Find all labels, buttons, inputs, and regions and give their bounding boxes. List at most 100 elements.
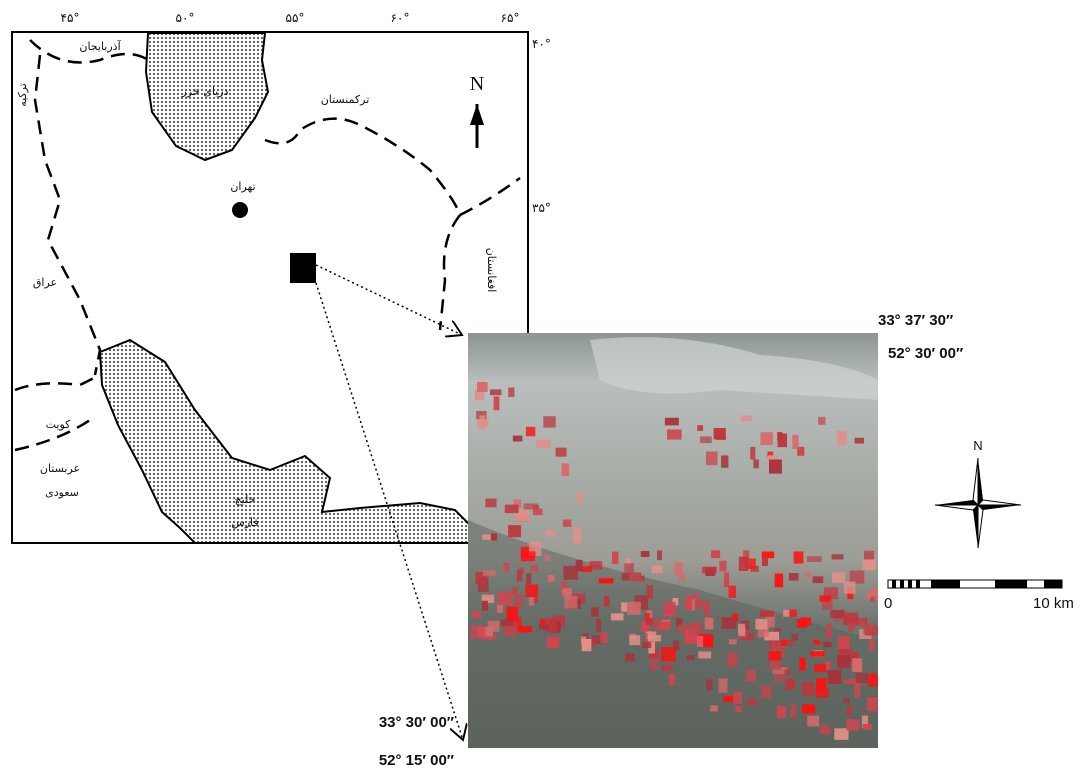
field-patch	[781, 639, 794, 646]
field-patch	[710, 705, 718, 712]
field-patch	[831, 554, 844, 560]
field-patch	[703, 603, 711, 617]
field-patch	[640, 621, 650, 632]
field-patch	[575, 559, 583, 572]
place-label: کویت	[46, 418, 72, 431]
field-patch	[482, 534, 491, 540]
field-patch	[768, 651, 781, 661]
field-patch	[825, 661, 831, 670]
field-patch	[861, 715, 869, 728]
field-patch	[746, 698, 757, 706]
field-patch	[477, 577, 489, 593]
field-patch	[804, 571, 811, 578]
field-patch	[847, 624, 854, 632]
field-patch	[621, 602, 628, 612]
field-patch	[629, 635, 641, 646]
field-patch	[760, 432, 773, 446]
field-patch	[625, 558, 632, 568]
field-patch	[797, 618, 808, 628]
field-patch	[642, 641, 652, 649]
coordinate-label: 33° 37′ 30″	[878, 312, 953, 329]
field-patch	[546, 636, 560, 649]
field-patch	[750, 565, 759, 572]
field-patch	[600, 632, 609, 644]
field-patch	[516, 569, 523, 582]
field-patch	[678, 573, 686, 582]
field-patch	[702, 566, 717, 574]
field-patch	[664, 417, 679, 426]
field-patch	[508, 525, 522, 538]
place-label: خلیج	[235, 493, 256, 506]
field-patch	[659, 622, 670, 631]
field-patch	[801, 682, 815, 697]
field-patch	[561, 463, 570, 477]
coordinate-label: 52° 15′ 00″	[379, 752, 454, 769]
scale-label: 0	[884, 595, 892, 612]
field-patch	[660, 647, 676, 662]
field-patch	[799, 657, 806, 671]
field-patch	[685, 596, 693, 610]
field-patch	[504, 504, 519, 514]
field-patch	[868, 675, 878, 687]
field-patch	[866, 592, 878, 600]
field-patch	[868, 638, 875, 650]
field-patch	[545, 529, 557, 537]
field-patch	[513, 594, 524, 609]
caspian-sea	[144, 32, 270, 162]
field-patch	[562, 519, 572, 527]
field-patch	[724, 572, 730, 588]
field-patch	[487, 620, 500, 632]
field-patch	[698, 651, 712, 659]
field-patch	[475, 572, 488, 585]
field-patch	[503, 562, 510, 572]
persian-gulf	[98, 338, 471, 544]
field-patch	[843, 581, 856, 594]
field-patch	[740, 632, 754, 641]
field-patch	[769, 658, 781, 670]
field-patch	[843, 612, 859, 625]
field-patch	[530, 565, 539, 572]
field-patch	[823, 587, 838, 600]
field-patch	[797, 446, 805, 456]
field-patch	[718, 678, 728, 693]
field-patch	[813, 639, 821, 645]
field-patch	[512, 435, 523, 442]
field-patch	[774, 669, 785, 683]
field-patch	[694, 600, 710, 610]
field-patch	[598, 578, 614, 584]
field-patch	[485, 498, 497, 508]
field-patch	[761, 551, 775, 559]
place-label: ترکیه	[16, 83, 29, 107]
place-label: دریای خزر	[181, 85, 229, 98]
field-patch	[589, 561, 603, 570]
field-patch	[774, 628, 781, 634]
field-patch	[506, 606, 518, 621]
field-patch	[818, 416, 826, 425]
field-patch	[837, 430, 847, 446]
coordinate-label: 52° 30′ 00″	[888, 345, 963, 362]
satellite-image	[468, 333, 878, 748]
field-patch	[844, 678, 860, 685]
field-patch	[667, 429, 682, 440]
field-patch	[526, 573, 532, 585]
field-patch	[774, 573, 784, 588]
field-patch	[769, 633, 780, 649]
field-patch	[564, 595, 578, 609]
field-patch	[761, 557, 769, 566]
field-patch	[813, 663, 827, 673]
field-patch	[830, 609, 845, 618]
connector-arrow	[315, 264, 462, 335]
field-patch	[767, 451, 774, 457]
place-label: عراق	[33, 276, 57, 289]
field-patch	[646, 584, 654, 599]
place-label: آذربایجان	[79, 39, 121, 53]
field-patch	[753, 459, 759, 469]
field-patch	[481, 594, 495, 603]
connector-arrow	[315, 282, 463, 740]
north-label: N	[470, 73, 484, 95]
field-patch	[692, 593, 701, 606]
field-patch	[721, 617, 737, 629]
field-patch	[769, 459, 782, 474]
field-patch	[854, 437, 864, 444]
